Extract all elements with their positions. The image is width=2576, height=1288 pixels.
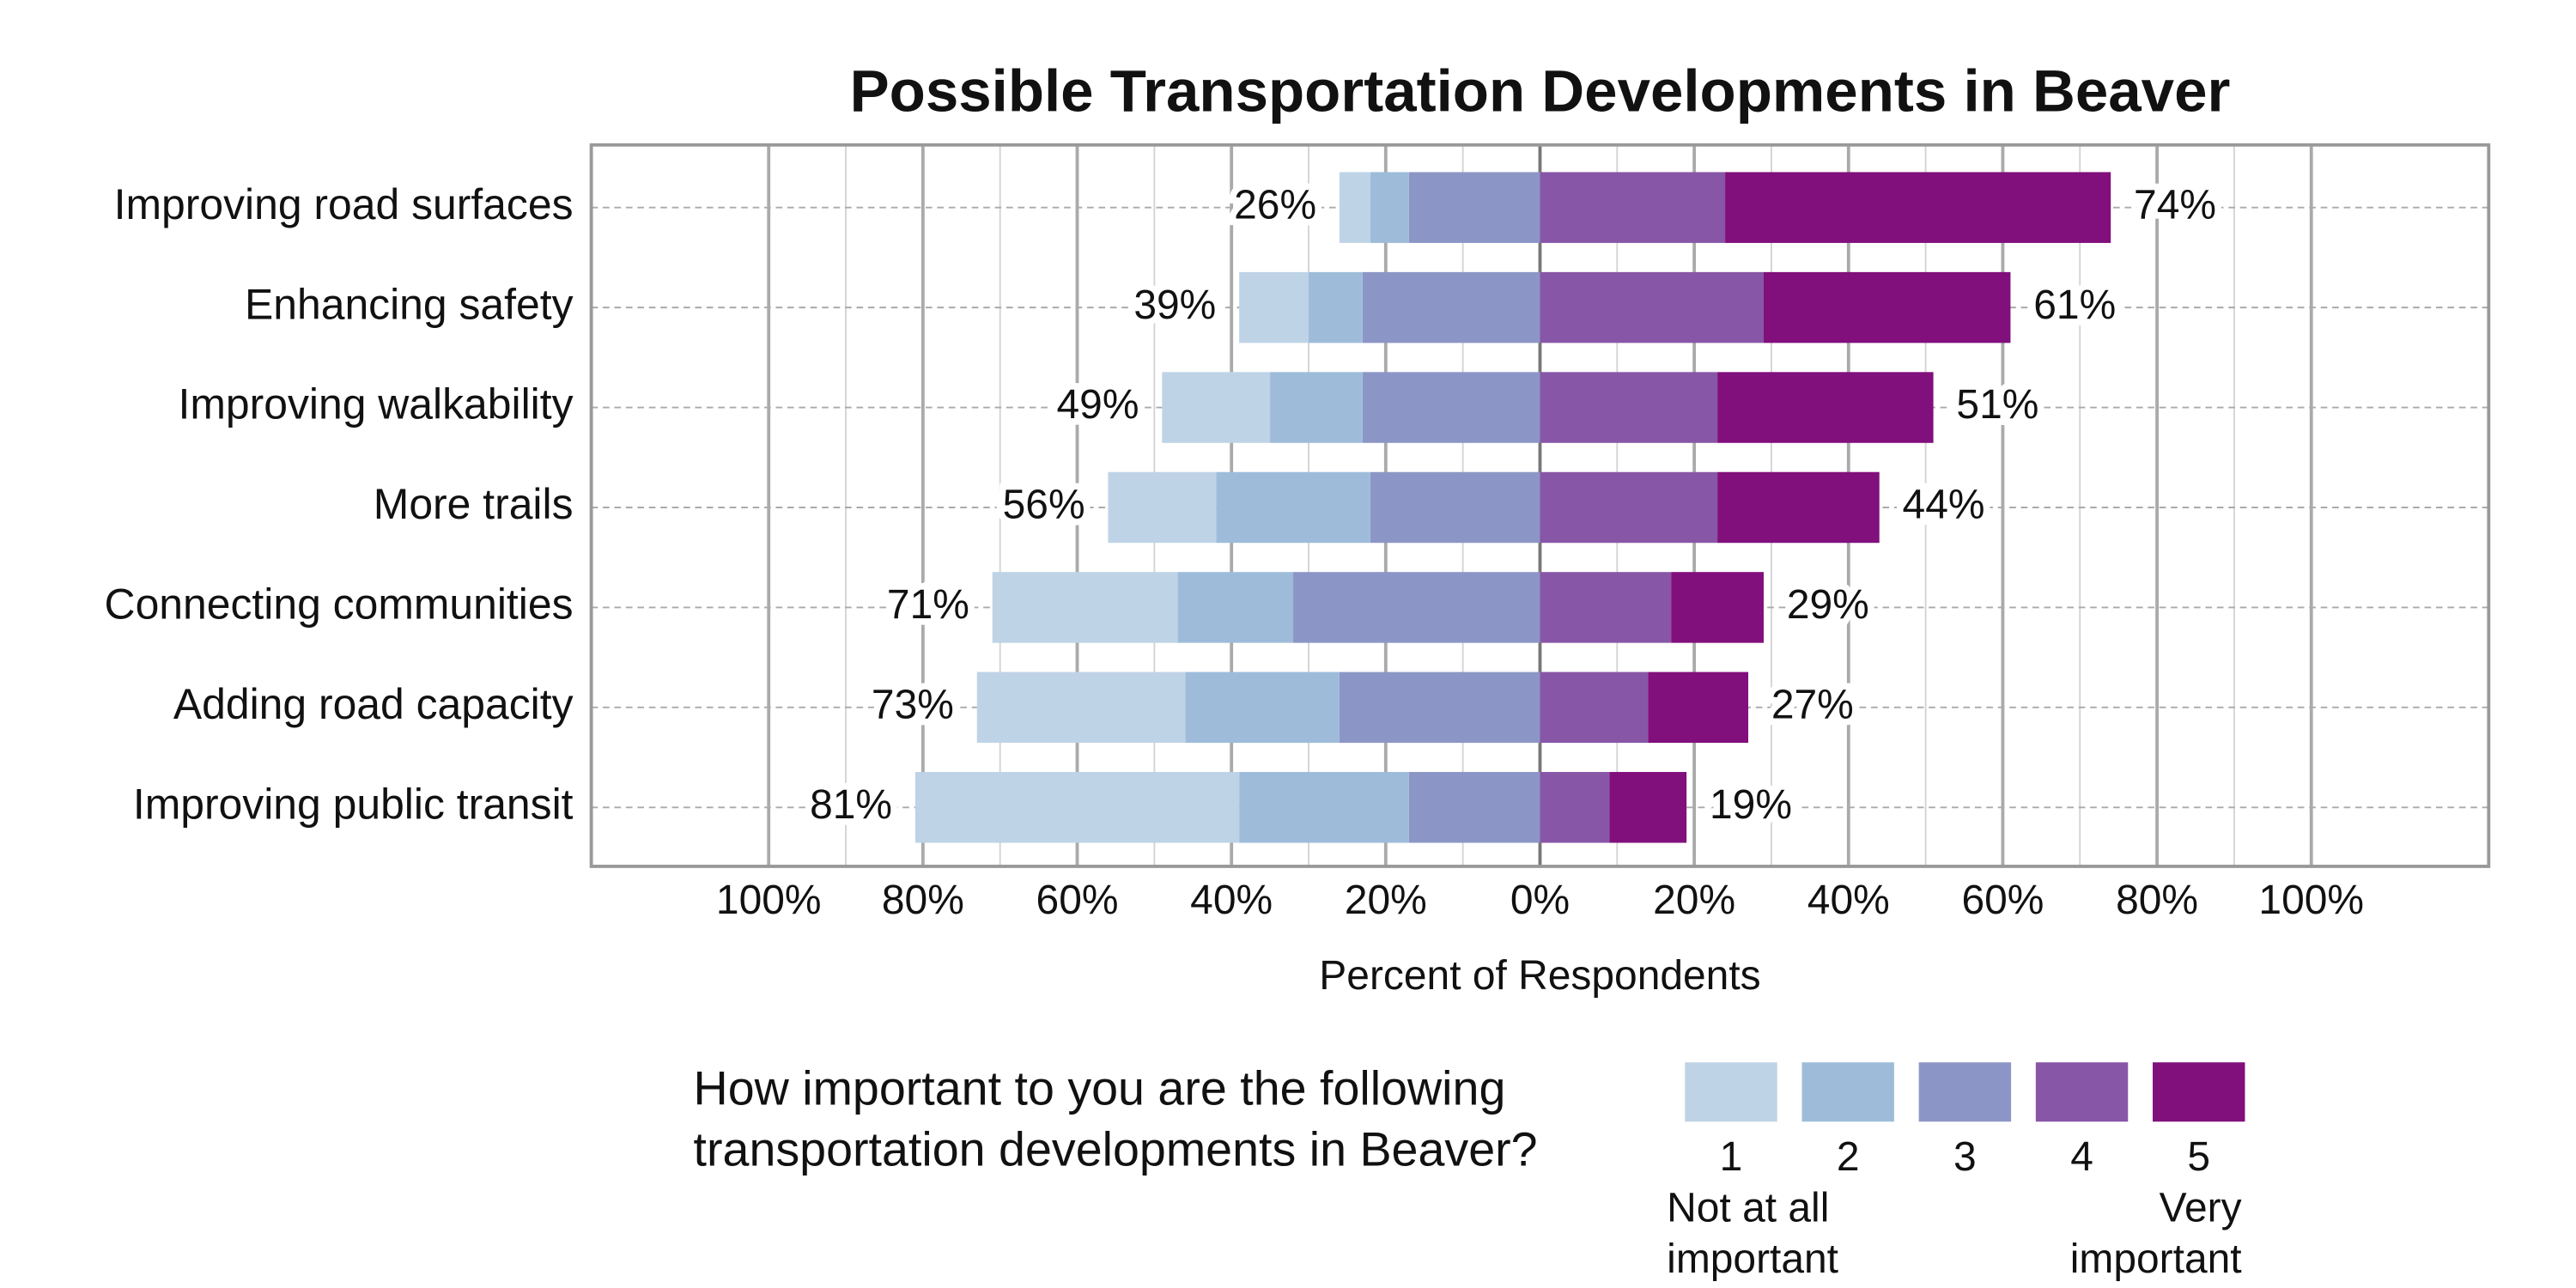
x-tick-label: 100% bbox=[716, 878, 822, 923]
bar-segment bbox=[1362, 271, 1540, 343]
chart-title: Possible Transportation Developments in … bbox=[850, 57, 2231, 124]
legend-swatch bbox=[2153, 1062, 2245, 1122]
total-label: 44% bbox=[1903, 483, 1985, 528]
bar-segment bbox=[1339, 671, 1540, 744]
legend-label: 1 bbox=[1720, 1134, 1743, 1180]
total-label: 39% bbox=[1133, 283, 1216, 328]
bar-segment bbox=[1270, 372, 1363, 443]
category-label: Connecting communities bbox=[105, 580, 574, 629]
x-tick-label: 80% bbox=[882, 878, 964, 923]
legend-low-label: important bbox=[1667, 1236, 1838, 1282]
bar-segment bbox=[1671, 572, 1764, 643]
bar-segment bbox=[1540, 572, 1672, 643]
category-label: Improving walkability bbox=[179, 380, 574, 428]
bar-segment bbox=[1239, 271, 1309, 343]
total-label: 81% bbox=[810, 782, 892, 828]
plot-frame bbox=[589, 143, 2491, 868]
x-tick-label: 20% bbox=[1653, 878, 1735, 923]
legend-label: 2 bbox=[1837, 1134, 1860, 1180]
legend-swatch bbox=[1918, 1062, 2012, 1122]
bar-segment bbox=[1362, 372, 1540, 443]
total-label: 49% bbox=[1057, 382, 1139, 428]
total-label: 29% bbox=[1787, 582, 1869, 628]
bar-segment bbox=[1185, 671, 1340, 744]
bar-segment bbox=[1717, 471, 1880, 544]
bar-segment bbox=[1370, 471, 1540, 544]
legend-low-label: Not at all bbox=[1667, 1186, 1829, 1231]
legend-label: 5 bbox=[2187, 1134, 2210, 1180]
x-tick-label: 40% bbox=[1807, 878, 1890, 923]
legend-question: How important to you are the following bbox=[694, 1061, 1506, 1115]
category-label: Improving road surfaces bbox=[114, 180, 574, 228]
total-label: 19% bbox=[1710, 782, 1792, 828]
legend-high-label: Very bbox=[2160, 1186, 2242, 1231]
category-label: More trails bbox=[374, 480, 574, 528]
bar-segment bbox=[1408, 772, 1540, 843]
bar-segment bbox=[992, 572, 1178, 643]
bar-segment bbox=[1609, 772, 1687, 843]
x-tick-label: 80% bbox=[2116, 878, 2198, 923]
total-label: 27% bbox=[1771, 683, 1854, 728]
x-tick-label: 60% bbox=[1036, 878, 1119, 923]
bar-segment bbox=[1293, 572, 1540, 643]
bar-segment bbox=[1162, 372, 1271, 443]
total-label: 73% bbox=[872, 683, 954, 728]
x-axis-label: Percent of Respondents bbox=[1319, 953, 1760, 999]
total-label: 61% bbox=[2033, 283, 2116, 328]
bar-segment bbox=[1309, 271, 1363, 343]
total-label: 74% bbox=[2134, 182, 2216, 228]
category-label: Adding road capacity bbox=[173, 680, 574, 728]
legend-question: transportation developments in Beaver? bbox=[694, 1122, 1538, 1176]
bar-segment bbox=[1177, 572, 1294, 643]
bar-segment bbox=[1540, 372, 1718, 443]
legend-label: 4 bbox=[2070, 1134, 2093, 1180]
bar-segment bbox=[1370, 172, 1409, 243]
bar-segment bbox=[1648, 671, 1749, 744]
bar-segment bbox=[1339, 172, 1370, 243]
x-tick-label: 60% bbox=[1961, 878, 2044, 923]
x-tick-label: 0% bbox=[1510, 878, 1570, 923]
x-tick-label: 20% bbox=[1345, 878, 1427, 923]
x-tick-label: 40% bbox=[1190, 878, 1273, 923]
legend-swatch bbox=[1685, 1062, 1777, 1122]
x-tick-label: 100% bbox=[2258, 878, 2364, 923]
total-label: 56% bbox=[1003, 483, 1085, 528]
background bbox=[15, 0, 2561, 1288]
legend-label: 3 bbox=[1953, 1134, 1977, 1180]
bar-segment bbox=[1540, 172, 1726, 243]
legend-swatch bbox=[1801, 1062, 1894, 1122]
bar-segment bbox=[1763, 271, 2011, 343]
bar-segment bbox=[1239, 772, 1409, 843]
category-label: Enhancing safety bbox=[245, 280, 574, 328]
bar-segment bbox=[1717, 372, 1934, 443]
bar-segment bbox=[1540, 471, 1718, 544]
bar-segment bbox=[914, 772, 1240, 843]
bar-segment bbox=[1540, 671, 1649, 744]
total-label: 26% bbox=[1234, 182, 1316, 228]
bar-segment bbox=[1408, 172, 1540, 243]
total-label: 51% bbox=[1956, 382, 2038, 428]
bar-segment bbox=[1540, 772, 1610, 843]
bar-segment bbox=[976, 671, 1186, 744]
bar-segment bbox=[1108, 471, 1217, 544]
total-label: 71% bbox=[887, 582, 969, 628]
bar-segment bbox=[1725, 172, 2111, 243]
legend-high-label: important bbox=[2070, 1236, 2242, 1282]
legend-swatch bbox=[2035, 1062, 2129, 1122]
bar-segment bbox=[1540, 271, 1764, 343]
category-label: Improving public transit bbox=[133, 780, 574, 828]
bar-segment bbox=[1216, 471, 1370, 544]
